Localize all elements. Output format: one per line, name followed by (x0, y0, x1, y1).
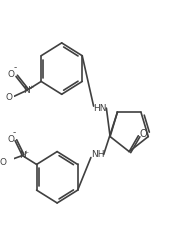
Text: -: - (13, 128, 16, 137)
Text: O: O (139, 129, 147, 139)
Text: N: N (23, 86, 30, 95)
Text: -: - (14, 63, 17, 72)
Text: O: O (5, 93, 12, 102)
Text: NH: NH (91, 150, 105, 159)
Text: HN: HN (93, 104, 107, 113)
Text: O: O (8, 70, 15, 79)
Text: N: N (19, 151, 26, 160)
Text: O: O (0, 158, 7, 167)
Text: +: + (28, 85, 33, 90)
Text: O: O (7, 135, 14, 144)
Text: +: + (23, 150, 29, 155)
